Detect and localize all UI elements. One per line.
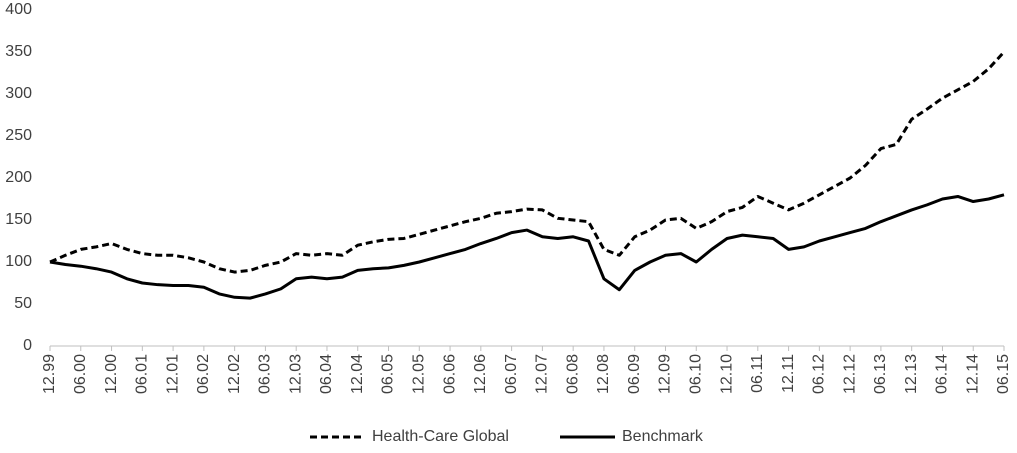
- line-series: [49, 50, 1006, 274]
- x-tick-label: 06.11: [749, 354, 766, 393]
- y-tick-label: 50: [14, 295, 32, 312]
- x-tick-label: 06.05: [380, 354, 397, 394]
- x-tick-label: 06.10: [687, 354, 704, 394]
- x-tick-label: 12.04: [349, 354, 366, 394]
- x-tick-label: 06.13: [872, 354, 889, 394]
- x-tick-label: 06.04: [318, 354, 335, 394]
- x-tick-label: 06.01: [134, 354, 151, 394]
- x-tick-label: 06.09: [626, 354, 643, 394]
- x-tick-label: 12.03: [287, 354, 304, 394]
- x-tick-label: 12.09: [657, 354, 674, 394]
- x-tick-label: 12.07: [534, 354, 551, 394]
- x-tick-label: 12.01: [164, 354, 181, 394]
- x-tick-label: 12.10: [718, 354, 735, 394]
- y-tick-label: 0: [23, 337, 32, 354]
- x-tick-label: 06.06: [441, 354, 458, 394]
- x-tick-label: 12.08: [595, 354, 612, 394]
- y-tick-label: 300: [5, 85, 32, 102]
- line-series: [49, 193, 1005, 300]
- x-tick-label: 06.15: [995, 354, 1012, 394]
- y-tick-label: 400: [5, 1, 32, 18]
- y-tick-label: 200: [5, 169, 32, 186]
- x-tick-label: 06.03: [257, 354, 274, 394]
- x-tick-label: 12.11: [780, 354, 797, 393]
- x-tick-label: 12.02: [226, 354, 243, 394]
- x-tick-label: 06.00: [72, 354, 89, 394]
- y-tick-label: 350: [5, 43, 32, 60]
- y-tick-label: 250: [5, 127, 32, 144]
- x-tick-label: 12.14: [964, 354, 981, 394]
- x-tick-label: 06.02: [195, 354, 212, 394]
- x-tick-label: 12.06: [472, 354, 489, 394]
- legend-label: Benchmark: [622, 428, 704, 445]
- x-tick-label: 06.07: [503, 354, 520, 394]
- x-tick-label: 06.12: [811, 354, 828, 394]
- x-tick-label: 06.14: [934, 354, 951, 394]
- x-tick-label: 12.99: [41, 354, 58, 394]
- x-tick-label: 12.05: [411, 354, 428, 394]
- legend-label: Health-Care Global: [372, 428, 509, 445]
- y-tick-label: 150: [5, 211, 32, 228]
- x-tick-label: 12.13: [903, 354, 920, 394]
- x-tick-label: 12.12: [841, 354, 858, 394]
- x-tick-label: 12.00: [103, 354, 120, 394]
- x-tick-label: 06.08: [564, 354, 581, 394]
- y-tick-label: 100: [5, 253, 32, 270]
